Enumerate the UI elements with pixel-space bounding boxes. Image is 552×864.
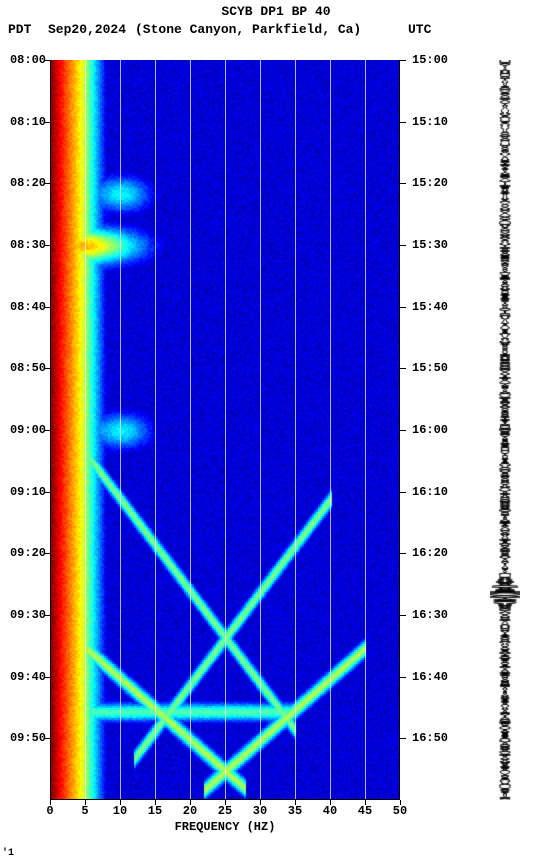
xtick: 25: [218, 804, 232, 818]
ytick-left: 09:10: [0, 485, 46, 499]
location-label: (Stone Canyon, Parkfield, Ca): [135, 22, 361, 37]
ytick-right: 15:40: [412, 300, 448, 314]
tz-right-label: UTC: [408, 22, 431, 37]
gridline: [190, 60, 191, 800]
gridline: [260, 60, 261, 800]
ytick-right: 15:00: [412, 53, 448, 67]
spectrogram-plot: [50, 60, 400, 800]
ytick-right: 16:30: [412, 608, 448, 622]
gridline: [225, 60, 226, 800]
xtick: 10: [113, 804, 127, 818]
corner-mark: '1: [2, 848, 14, 859]
ytick-left: 08:40: [0, 300, 46, 314]
tz-left-label: PDT: [8, 22, 31, 37]
gridline: [365, 60, 366, 800]
ytick-left: 08:20: [0, 176, 46, 190]
ytick-left: 08:30: [0, 238, 46, 252]
xtick: 20: [183, 804, 197, 818]
ytick-left: 09:00: [0, 423, 46, 437]
xtick: 35: [288, 804, 302, 818]
ytick-left: 09:40: [0, 670, 46, 684]
ytick-right: 16:50: [412, 731, 448, 745]
ytick-right: 16:20: [412, 546, 448, 560]
gridline: [85, 60, 86, 800]
xtick: 40: [323, 804, 337, 818]
seismogram-canvas: [490, 60, 520, 800]
ytick-right: 16:40: [412, 670, 448, 684]
ytick-right: 16:00: [412, 423, 448, 437]
x-axis-label: FREQUENCY (HZ): [50, 820, 400, 834]
xtick: 30: [253, 804, 267, 818]
ytick-right: 15:50: [412, 361, 448, 375]
xtick: 50: [393, 804, 407, 818]
plot-title: SCYB DP1 BP 40: [0, 4, 552, 19]
ytick-right: 15:10: [412, 115, 448, 129]
ytick-left: 09:50: [0, 731, 46, 745]
xtick: 5: [81, 804, 88, 818]
gridline: [330, 60, 331, 800]
ytick-right: 16:10: [412, 485, 448, 499]
ytick-left: 08:50: [0, 361, 46, 375]
gridline: [295, 60, 296, 800]
xtick: 0: [46, 804, 53, 818]
gridline: [120, 60, 121, 800]
ytick-right: 15:20: [412, 176, 448, 190]
xtick: 15: [148, 804, 162, 818]
ytick-left: 08:00: [0, 53, 46, 67]
xtick: 45: [358, 804, 372, 818]
date-label: Sep20,2024: [48, 22, 126, 37]
ytick-left: 08:10: [0, 115, 46, 129]
ytick-left: 09:30: [0, 608, 46, 622]
ytick-left: 09:20: [0, 546, 46, 560]
ytick-right: 15:30: [412, 238, 448, 252]
gridline: [155, 60, 156, 800]
